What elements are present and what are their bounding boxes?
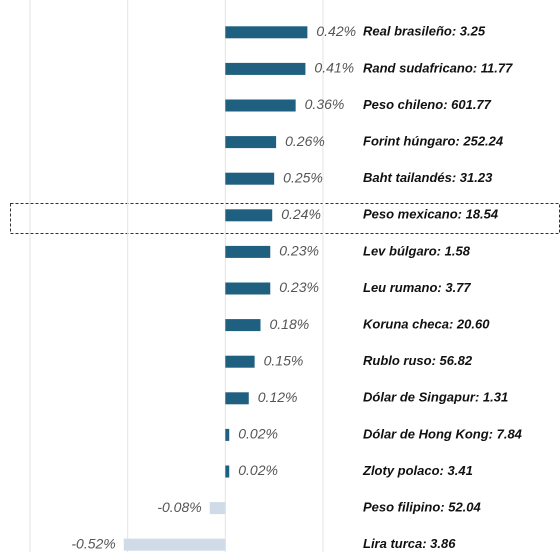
value-label: 0.23% (279, 243, 319, 259)
bar (225, 245, 271, 258)
value-label: -0.08% (157, 499, 201, 515)
value-label: 0.12% (258, 389, 298, 405)
category-label: Peso mexicano: 18.54 (363, 207, 499, 222)
bar (225, 392, 249, 405)
category-label: Peso filipino: 52.04 (363, 500, 482, 515)
category-label: Peso chileno: 601.77 (363, 97, 492, 112)
value-label: 0.25% (283, 169, 323, 185)
value-label: 0.02% (238, 462, 278, 478)
category-label: Rand sudafricano: 11.77 (363, 60, 513, 75)
bar (225, 319, 261, 332)
value-label: 0.36% (305, 96, 345, 112)
bar (225, 99, 296, 112)
value-label: 0.24% (281, 206, 321, 222)
category-label: Lira turca: 3.86 (363, 536, 456, 551)
bar (209, 502, 226, 515)
value-label: 0.15% (264, 352, 304, 368)
highlight-box (10, 203, 560, 234)
category-label: Dólar de Hong Kong: 7.84 (363, 426, 523, 441)
value-label: 0.42% (316, 23, 356, 39)
category-label: Lev búlgaro: 1.58 (363, 243, 471, 258)
category-label: Zloty polaco: 3.41 (362, 463, 473, 478)
category-label: Forint húngaro: 252.24 (363, 134, 504, 149)
category-label: Rublo ruso: 56.82 (363, 353, 473, 368)
value-label: 0.23% (279, 279, 319, 295)
value-label: 0.02% (238, 426, 278, 442)
value-label: 0.26% (285, 133, 325, 149)
bar (225, 465, 230, 478)
category-label: Baht tailandés: 31.23 (363, 170, 493, 185)
value-label: 0.41% (314, 60, 354, 76)
bar (225, 428, 230, 441)
bar (123, 538, 226, 551)
bar (225, 62, 306, 75)
category-label: Leu rumano: 3.77 (363, 280, 471, 295)
bar (225, 355, 255, 368)
bar (225, 26, 308, 39)
bar (225, 136, 277, 149)
category-label: Dólar de Singapur: 1.31 (363, 390, 508, 405)
bar (225, 172, 275, 185)
value-label: -0.52% (71, 535, 115, 551)
value-label: 0.18% (269, 316, 309, 332)
bar (225, 282, 271, 295)
category-label: Koruna checa: 20.60 (363, 317, 490, 332)
category-label: Real brasileño: 3.25 (363, 24, 486, 39)
bar (225, 209, 273, 222)
